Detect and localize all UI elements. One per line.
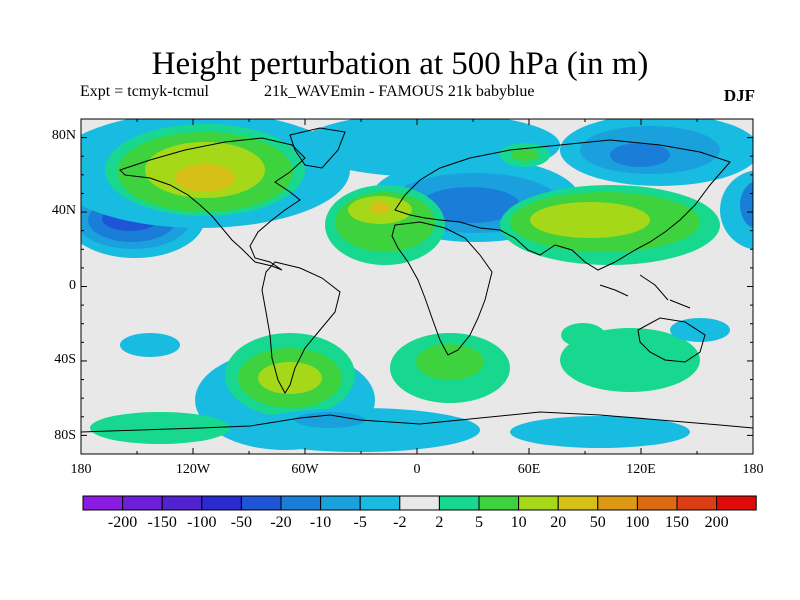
colorbar-swatch — [716, 495, 757, 511]
colorbar-label: 100 — [625, 514, 650, 531]
lat-tick-label: 0 — [69, 278, 76, 293]
colorbar-swatch — [676, 495, 718, 511]
contour-fills — [81, 119, 753, 452]
coastline-eurasia — [394, 139, 731, 271]
coastline-north-america — [119, 137, 306, 271]
plot-title: Height perturbation at 500 hPa (in m) — [151, 46, 649, 82]
colorbar-swatch — [478, 495, 520, 511]
coastlines — [81, 127, 753, 433]
contour-fill — [511, 149, 539, 161]
colorbar-label: -20 — [270, 514, 292, 531]
lat-tick-label: 80S — [54, 428, 76, 443]
colorbar-label: 50 — [589, 514, 606, 531]
coastline-islands — [599, 274, 691, 309]
colorbar-label: 10 — [510, 514, 527, 531]
coastline-africa — [391, 221, 493, 356]
colorbar-swatch — [122, 495, 163, 511]
colorbar-swatch — [320, 495, 361, 511]
colorbar-label: -200 — [107, 514, 138, 531]
contour-fill — [416, 344, 484, 380]
colorbar-swatch — [438, 495, 480, 511]
colorbar-swatch — [557, 495, 599, 511]
colorbar-label: -50 — [230, 514, 253, 531]
experiment-label: Expt = tcmyk-tcmul — [80, 83, 209, 100]
contour-fill — [370, 202, 390, 214]
contour-fill — [175, 164, 235, 192]
contour-fill — [610, 143, 670, 167]
lon-tick-label: 0 — [413, 462, 421, 477]
colorbar-label: 2 — [435, 514, 444, 531]
colorbar-swatch — [201, 495, 242, 511]
colorbar-label: 5 — [475, 514, 483, 531]
lon-tick-label: 120W — [175, 462, 211, 477]
colorbar-swatch — [597, 495, 638, 511]
coastline-south-america — [261, 261, 341, 394]
contour-fill — [740, 181, 753, 229]
colorbar-swatch — [82, 495, 124, 511]
lon-tick-label: 60W — [291, 462, 319, 477]
colorbar-label: -10 — [309, 514, 332, 531]
contour-fill — [295, 412, 365, 428]
axis-ticks — [80, 118, 754, 455]
colorbar-swatch — [161, 495, 203, 511]
contour-fill — [420, 187, 520, 223]
season-label: DJF — [723, 86, 755, 105]
colorbar-label: -2 — [393, 514, 407, 531]
lon-tick-label: 60E — [517, 462, 541, 477]
colorbar-swatch — [636, 495, 678, 511]
colorbar-label: -5 — [353, 514, 367, 531]
colorbar-label: 200 — [704, 514, 729, 531]
lon-tick-label: 180 — [742, 462, 764, 477]
contour-fill — [561, 323, 605, 347]
lon-tick-label: 120E — [626, 462, 656, 477]
contour-fill — [120, 333, 180, 357]
contour-fill — [258, 362, 322, 394]
colorbar-label: -150 — [147, 514, 177, 531]
lon-tick-label: 180 — [70, 462, 92, 477]
run-label: 21k_WAVEmin - FAMOUS 21k babyblue — [264, 83, 535, 100]
coastline-australia — [637, 317, 706, 363]
contour-fill — [240, 408, 480, 452]
lat-tick-label: 40S — [54, 352, 76, 367]
contour-fill — [720, 170, 753, 250]
contour-fill — [510, 416, 690, 448]
colorbar-swatch — [359, 495, 401, 511]
lat-tick-label: 80N — [51, 128, 76, 143]
coastline-antarctica — [81, 411, 753, 433]
contour-fill — [670, 318, 730, 342]
colorbar-swatch — [280, 495, 322, 511]
contour-fill — [90, 412, 230, 444]
contour-fill — [530, 202, 650, 238]
colorbar-swatch — [399, 495, 440, 511]
colorbar-label: 20 — [550, 514, 567, 531]
colorbar-label: -100 — [187, 514, 217, 531]
colorbar-label: 150 — [665, 514, 689, 531]
coastline-greenland — [289, 127, 346, 169]
colorbar — [82, 495, 757, 511]
colorbar-swatch — [240, 495, 282, 511]
lat-tick-label: 40N — [51, 203, 76, 218]
colorbar-swatch — [518, 495, 559, 511]
